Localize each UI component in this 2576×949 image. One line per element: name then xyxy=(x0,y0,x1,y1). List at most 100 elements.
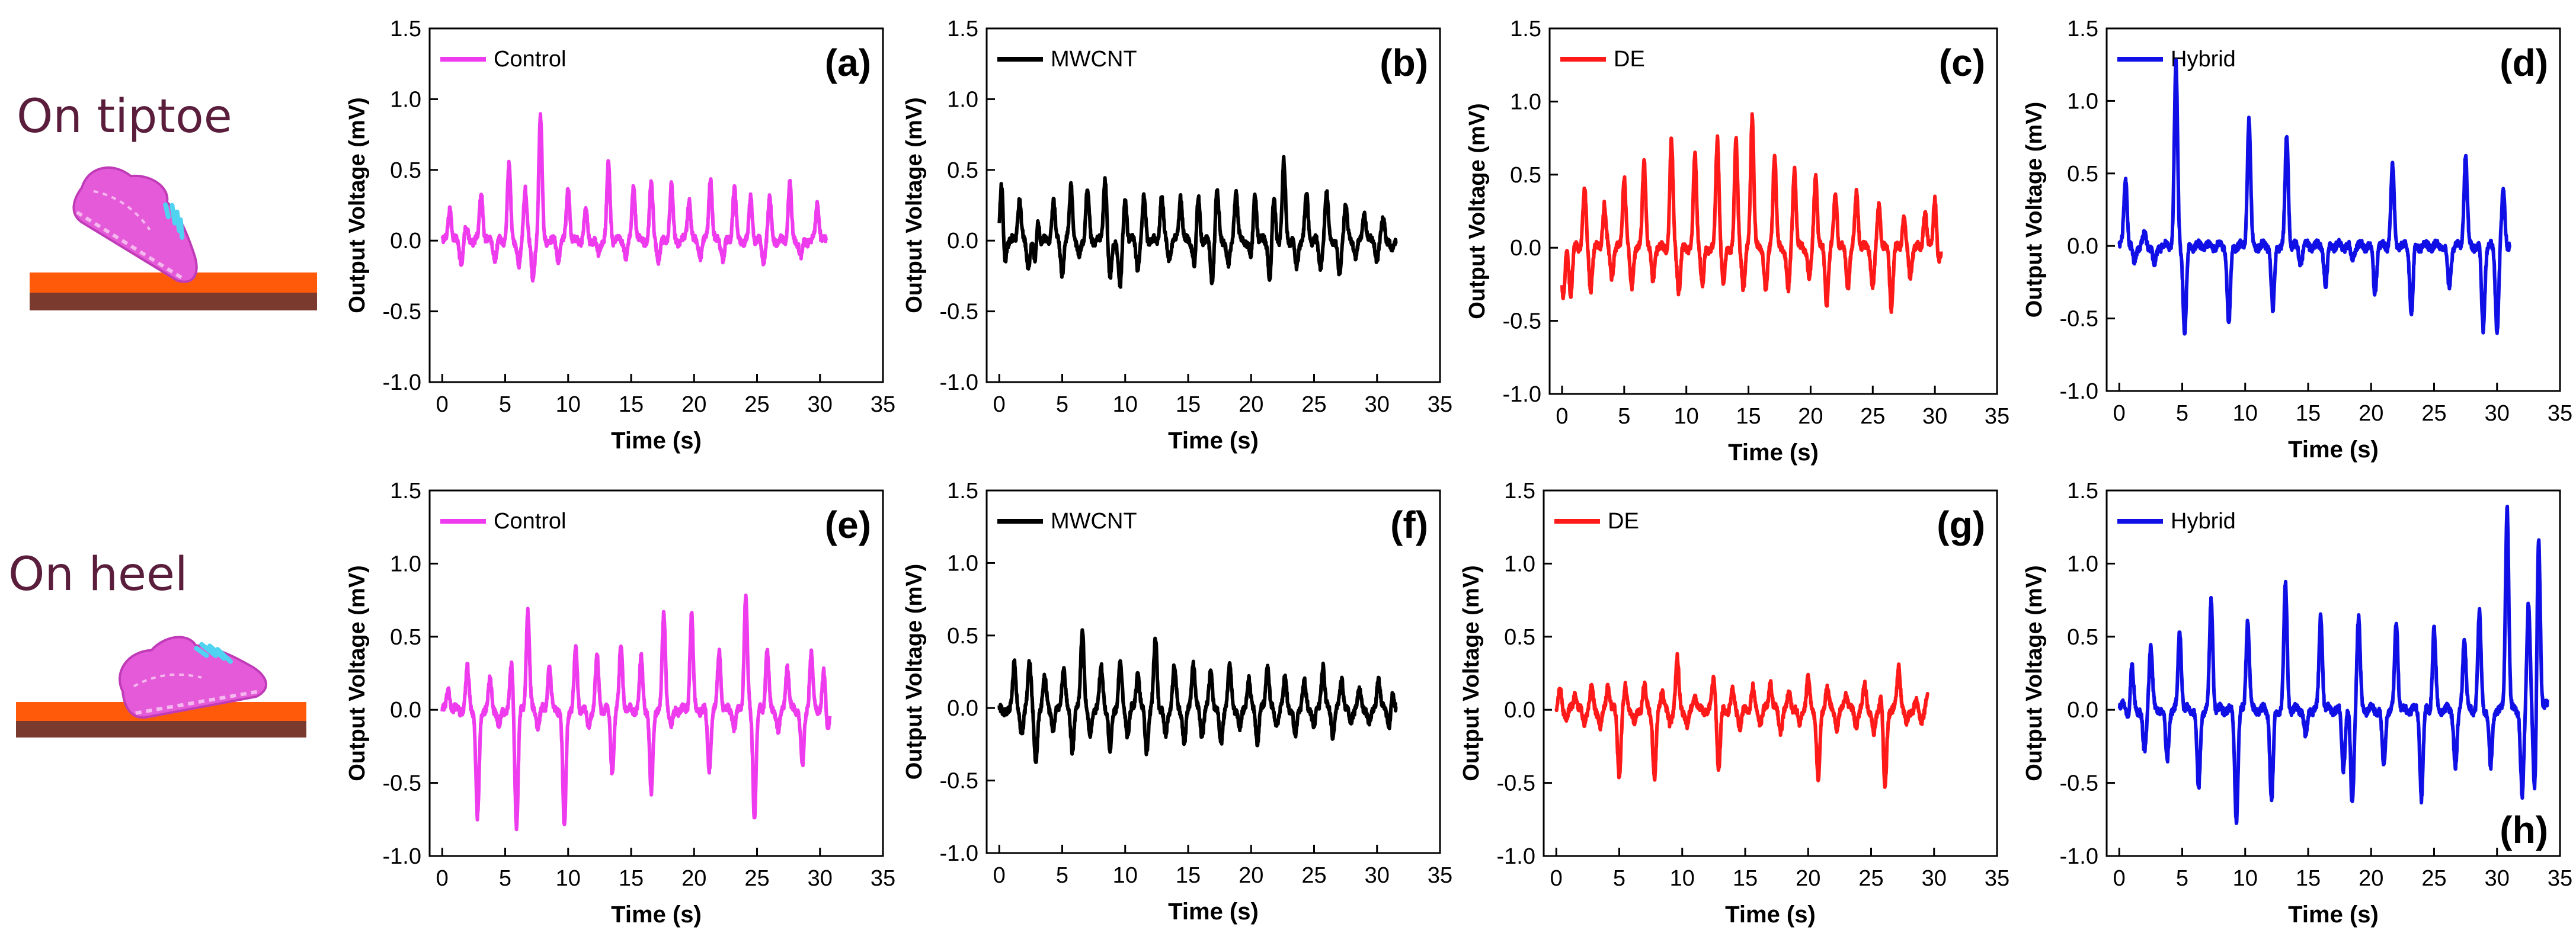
y-tick-label: 1.5 xyxy=(390,17,421,41)
x-tick-label: 15 xyxy=(1176,392,1201,417)
plot-frame xyxy=(985,27,1441,383)
x-tick-label: 30 xyxy=(2485,401,2510,426)
shoe-tiptoe-icon xyxy=(30,166,317,310)
y-tick-label: 1.0 xyxy=(2067,89,2098,114)
x-tick-label: 25 xyxy=(744,392,769,417)
x-tick-label: 0 xyxy=(1550,866,1563,891)
series-line-de xyxy=(1560,112,1943,314)
legend-label: DE xyxy=(1614,47,1645,72)
y-tick-label: 0.5 xyxy=(947,158,978,183)
x-tick-label: 15 xyxy=(1733,866,1758,891)
y-tick-label: -0.5 xyxy=(2060,771,2098,796)
y-tick-label: 0.5 xyxy=(2067,625,2098,650)
y-axis-label: Output Voltage (mV) xyxy=(902,97,927,313)
plot-frame xyxy=(2105,489,2561,857)
panel-letter: (f) xyxy=(1390,504,1428,546)
y-tick-label: -1.0 xyxy=(2060,844,2098,869)
x-tick-label: 15 xyxy=(619,392,644,417)
chart-panel-d: -1.0 -0.5 0.0 0.5 1.0 1.5 0 5 10 15 20 25 30 35 Time (… xyxy=(2022,17,2572,463)
x-tick-label: 0 xyxy=(436,866,449,891)
x-axis-label: Time (s) xyxy=(611,428,702,454)
plot-frame xyxy=(428,27,884,383)
y-tick-label: 1.5 xyxy=(947,17,978,41)
y-axis-label: Output Voltage (mV) xyxy=(345,565,370,781)
x-tick-label: 5 xyxy=(2176,401,2188,426)
x-tick-label: 35 xyxy=(1428,863,1452,888)
y-tick-label: -1.0 xyxy=(940,841,978,866)
y-tick-label: 1.5 xyxy=(390,479,421,504)
chart-panel-g: -1.0 -0.5 0.0 0.5 1.0 1.5 0 5 10 15 20 25 30 35 Time (… xyxy=(1459,479,2009,928)
x-tick-label: 30 xyxy=(808,392,833,417)
y-axis-label: Output Voltage (mV) xyxy=(345,97,370,313)
x-tick-label: 0 xyxy=(1556,404,1568,429)
y-tick-label: -0.5 xyxy=(2060,307,2098,332)
x-tick-label: 10 xyxy=(556,392,581,417)
x-tick-label: 35 xyxy=(2548,401,2572,426)
y-axis-label: Output Voltage (mV) xyxy=(2022,102,2047,318)
x-axis-label: Time (s) xyxy=(1168,899,1259,925)
y-tick-label: -0.5 xyxy=(383,771,421,796)
x-tick-label: 30 xyxy=(1922,866,1947,891)
plot-frame xyxy=(1543,489,1998,857)
x-tick-label: 30 xyxy=(1365,392,1390,417)
x-tick-label: 5 xyxy=(2176,866,2188,891)
x-tick-label: 5 xyxy=(1618,404,1630,429)
x-tick-label: 35 xyxy=(1428,392,1452,417)
y-axis-label: Output Voltage (mV) xyxy=(2022,565,2047,781)
y-tick-label: 1.0 xyxy=(947,87,978,112)
panel-letter: (h) xyxy=(2500,809,2548,851)
y-tick-label: -0.5 xyxy=(940,769,978,794)
x-tick-label: 20 xyxy=(2359,401,2383,426)
y-tick-label: 0.0 xyxy=(947,696,978,721)
x-tick-label: 20 xyxy=(1796,866,1820,891)
y-tick-label: -1.0 xyxy=(383,844,421,869)
y-tick-label: -1.0 xyxy=(1497,844,1535,869)
x-tick-label: 30 xyxy=(1922,404,1947,429)
x-tick-label: 30 xyxy=(808,866,833,891)
x-axis-label: Time (s) xyxy=(1725,902,1816,928)
series-line-hybrid xyxy=(2117,504,2549,825)
y-axis-label: Output Voltage (mV) xyxy=(1465,103,1490,319)
y-tick-label: 1.5 xyxy=(947,479,978,504)
y-tick-label: -0.5 xyxy=(1503,309,1541,334)
x-tick-label: 0 xyxy=(2113,401,2126,426)
x-tick-label: 35 xyxy=(1985,404,2009,429)
chart-panel-b: -1.0 -0.5 0.0 0.5 1.0 1.5 0 5 10 15 20 25 30 35 Time (… xyxy=(902,17,1452,454)
plot-frame xyxy=(985,489,1441,854)
x-axis-label: Time (s) xyxy=(2288,902,2379,928)
panel-letter: (g) xyxy=(1937,504,1985,546)
x-axis-label: Time (s) xyxy=(611,902,702,928)
legend-label: Hybrid xyxy=(2171,509,2236,534)
panel-letter: (d) xyxy=(2500,41,2548,84)
y-tick-label: 0.0 xyxy=(390,229,421,254)
y-tick-label: -0.5 xyxy=(940,300,978,325)
x-tick-label: 0 xyxy=(993,863,1006,888)
y-tick-label: 1.5 xyxy=(2067,479,2098,504)
x-tick-label: 35 xyxy=(2548,866,2572,891)
plot-frame xyxy=(1548,27,1998,395)
y-tick-label: -1.0 xyxy=(940,370,978,395)
y-tick-label: 0.0 xyxy=(1510,236,1541,261)
y-tick-label: 0.0 xyxy=(2067,698,2098,723)
x-tick-label: 0 xyxy=(993,392,1006,417)
y-tick-label: 0.5 xyxy=(2067,162,2098,187)
x-tick-label: 20 xyxy=(2359,866,2383,891)
y-tick-label: 0.5 xyxy=(390,625,421,650)
y-tick-label: -1.0 xyxy=(1503,382,1541,407)
x-tick-label: 10 xyxy=(1113,863,1138,888)
y-tick-label: 0.5 xyxy=(1504,625,1535,650)
y-axis-label: Output Voltage (mV) xyxy=(1459,565,1484,781)
series-line-hybrid xyxy=(2117,58,2511,336)
series-line-mwcnt xyxy=(997,155,1398,289)
x-tick-label: 5 xyxy=(1056,392,1068,417)
x-tick-label: 20 xyxy=(681,866,706,891)
platform-bottom xyxy=(16,721,306,738)
plot-frame xyxy=(2105,27,2561,392)
x-tick-label: 35 xyxy=(871,392,895,417)
panel-letter: (e) xyxy=(825,504,871,546)
x-tick-label: 5 xyxy=(499,392,511,417)
plot-frame xyxy=(428,489,884,857)
y-tick-label: 1.0 xyxy=(390,87,421,112)
x-tick-label: 5 xyxy=(1613,866,1625,891)
x-tick-label: 20 xyxy=(1239,863,1263,888)
